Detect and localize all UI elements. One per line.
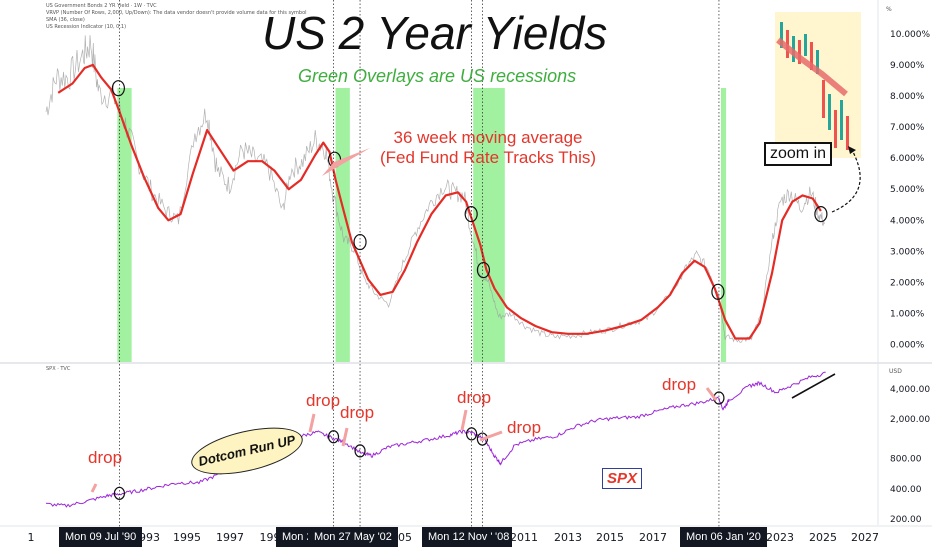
zoom-candle-9 — [834, 110, 837, 148]
ma-note-line1: 36 week moving average — [393, 128, 583, 147]
yield-tick-label: 3.000% — [890, 247, 925, 257]
spx-tick-label: 400.00 — [890, 485, 922, 495]
time-tick-label: 1 — [28, 531, 35, 544]
yield-circle-0 — [111, 80, 125, 97]
recession-band-1 — [335, 88, 350, 362]
zoom-candle-3 — [798, 40, 801, 64]
yield-tick-label: 1.000% — [890, 310, 925, 320]
time-tick-label: 199 — [260, 531, 281, 544]
yield-tick-label: 6.000% — [890, 154, 925, 164]
drop-arrow-3 — [460, 409, 468, 431]
date-flag-2020: Mon 06 Jan '20 — [680, 527, 767, 547]
yield-circle-2 — [353, 233, 367, 251]
date-flag-2007: Mon 12 Nov '07 — [422, 527, 511, 547]
date-flag-1990: Mon 09 Jul '90 — [59, 527, 143, 547]
zoom-candle-7 — [822, 80, 825, 118]
spx-tick-label: 800.00 — [890, 455, 922, 465]
time-tick-label: 1995 — [173, 531, 201, 544]
time-tick-label: 2025 — [809, 531, 837, 544]
sma-36-series — [57, 63, 822, 340]
recession-band-0 — [117, 88, 132, 362]
time-tick-label: 2023 — [766, 531, 794, 544]
zoom-candle-0 — [780, 22, 783, 48]
ma-note-line2: (Fed Fund Rate Tracks This) — [380, 148, 597, 167]
time-tick-label: 2017 — [639, 531, 667, 544]
yield-tick-label: 8.000% — [890, 92, 925, 102]
yield-unit-label: % — [886, 6, 892, 13]
drop-arrow-5 — [705, 387, 718, 401]
time-tick-label: 2027 — [851, 531, 879, 544]
yield-tick-label: 2.000% — [890, 278, 925, 288]
drop-arrow-1 — [308, 413, 316, 433]
drop-arrow-2 — [341, 427, 349, 447]
drop-label-2007: drop — [457, 388, 492, 407]
yield-circle-5 — [711, 283, 725, 300]
yield-tick-label: 5.000% — [890, 185, 925, 195]
time-tick-label: 2013 — [554, 531, 582, 544]
zoom-in-label: zoom in — [764, 142, 833, 166]
yield-circle-4 — [476, 261, 491, 279]
yield-tick-label: 7.000% — [890, 123, 925, 133]
spx-circle-1 — [327, 430, 340, 444]
zoom-candle-10 — [840, 100, 843, 140]
yield-tick-label: 4.000% — [890, 216, 925, 226]
drop-label-2002: drop — [340, 403, 375, 422]
drop-label-2008: drop — [507, 418, 542, 437]
spx-circle-4 — [476, 432, 488, 446]
zoom-arrow-head — [848, 146, 856, 154]
zoom-sma-line — [776, 37, 848, 97]
spx-circle-0 — [113, 486, 126, 500]
spx-tick-label: 4,000.00 — [890, 385, 930, 395]
yield-tick-label: 9.000% — [890, 61, 925, 71]
zoom-candle-8 — [828, 94, 831, 130]
vrvp-info-line: VRVP (Number Of Rows, 2,000, Up/Down): T… — [46, 10, 307, 16]
yield-circle-6 — [814, 205, 828, 223]
spx-tick-label: 2,000.00 — [890, 415, 930, 425]
yield-circle-3 — [464, 205, 478, 223]
sma-info-line: SMA (36, close) — [46, 17, 85, 23]
recession-indicator-info-line: US Recession Indicator (10, 0.1) — [46, 24, 127, 30]
spx-label: SPX — [602, 468, 643, 489]
time-tick-label: 2015 — [596, 531, 624, 544]
date-flag-2008: '08 — [492, 527, 513, 547]
recession-band-3 — [720, 88, 727, 362]
zoom-candle-6 — [816, 50, 819, 74]
ma-note-arrow — [322, 148, 370, 176]
drop-label-1990: drop — [88, 448, 123, 467]
recession-band-2 — [473, 88, 505, 362]
zoom-candle-11 — [846, 116, 849, 150]
spx-trendline — [791, 373, 836, 399]
spx-tick-label: 200.00 — [890, 515, 922, 525]
zoom-candle-4 — [804, 34, 807, 56]
time-tick-label: 2011 — [510, 531, 538, 544]
yield-tick-label: 10.000% — [890, 30, 930, 40]
drop-label-2020: drop — [662, 375, 697, 394]
spx-circle-3 — [465, 427, 478, 441]
recession-subtitle: Green Overlays are US recessions — [298, 66, 577, 86]
page-title: US 2 Year Yields — [262, 7, 608, 59]
symbol-info-line: US Government Bonds 2 YR Yield · 1W · TV… — [46, 3, 157, 9]
date-flag-2002: Mon 27 May '02 — [308, 527, 398, 547]
lower-pane-label: SPX · TVC — [46, 366, 71, 372]
drop-arrow-4 — [479, 430, 503, 442]
zoom-candle-5 — [810, 42, 813, 70]
yield-tick-label: 0.000% — [890, 341, 925, 351]
drop-arrow-0 — [90, 483, 98, 493]
spx-circle-2 — [354, 444, 366, 458]
time-tick-label: 1997 — [216, 531, 244, 544]
zoom-arrow — [831, 149, 861, 213]
moving-average-note: 36 week moving average (Fed Fund Rate Tr… — [380, 128, 596, 168]
spx-series — [45, 371, 826, 508]
drop-label-2001: drop — [306, 391, 341, 410]
spx-unit-label: USD — [889, 368, 902, 375]
